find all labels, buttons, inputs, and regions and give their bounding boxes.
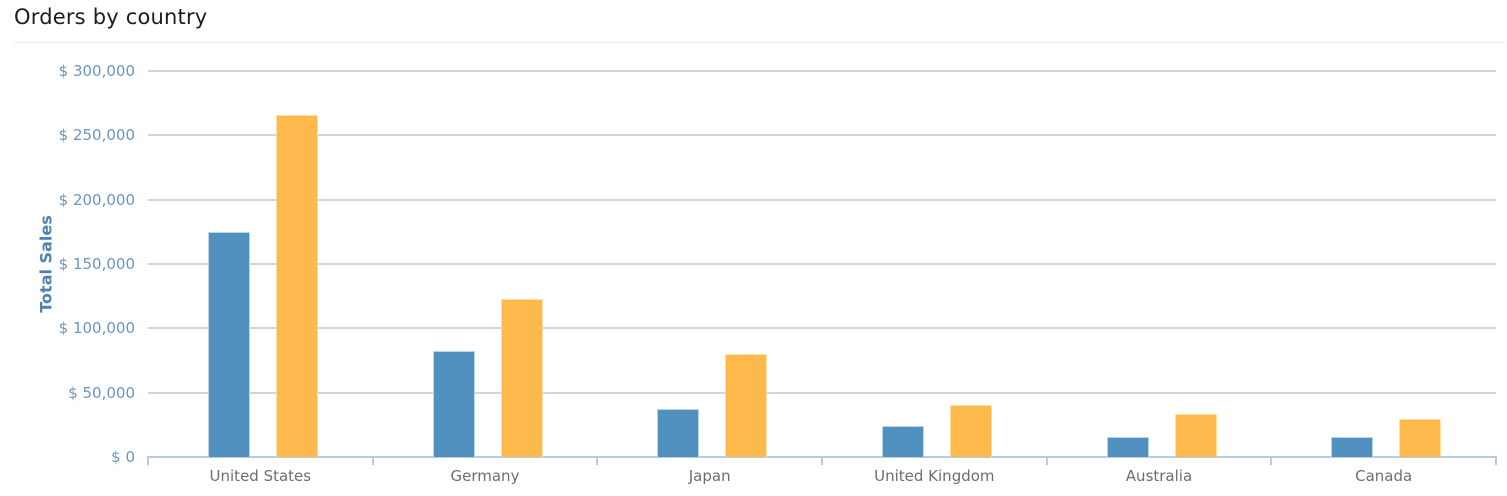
x-axis-tick [147,456,149,465]
chart-header: Orders by country [0,0,1507,42]
y-gridline [148,391,1496,394]
bar-series-orange-japan[interactable] [725,354,768,457]
bar-series-orange-australia[interactable] [1174,414,1217,457]
x-axis-tick [596,456,599,465]
y-tick-label: $ 200,000 [58,190,135,209]
bar-series-orange-united-states[interactable] [276,115,318,457]
y-gridline [148,198,1496,201]
bar-series-orange-germany[interactable] [500,299,543,457]
x-category-label-canada: Canada [1355,467,1413,485]
x-category-label-germany: Germany [450,467,520,485]
bar-series-orange-united-kingdom[interactable] [950,405,992,457]
bar-series-orange-canada[interactable] [1399,419,1442,457]
bar-series-blue-canada[interactable] [1331,437,1374,457]
x-axis-tick [371,456,374,465]
y-tick-label: $ 0 [111,448,135,466]
x-category-label-japan: Japan [688,467,731,485]
bar-series-blue-united-states[interactable] [208,232,250,457]
y-tick-label: $ 300,000 [58,62,135,80]
x-category-label-united-states: United States [209,467,312,485]
x-axis-tick [1495,456,1497,465]
header-divider [14,42,1505,43]
bar-series-blue-germany[interactable] [432,351,475,457]
y-tick-label: $ 150,000 [58,255,135,273]
y-gridline [148,263,1496,265]
x-axis-tick [1270,456,1273,465]
y-tick-label: $ 100,000 [58,319,135,338]
y-tick-label: $ 250,000 [58,126,135,145]
y-tick-label: $ 50,000 [68,383,135,402]
page-title: Orders by country [14,5,208,29]
x-category-label-australia: Australia [1125,467,1193,485]
y-gridline [148,327,1496,330]
x-category-label-united-kingdom: United Kingdom [874,467,995,485]
y-gridline [148,134,1496,137]
x-axis-tick [1045,456,1048,465]
bar-series-blue-japan[interactable] [657,409,700,457]
bar-series-blue-australia[interactable] [1106,437,1149,457]
x-axis-tick [821,456,823,465]
y-gridline [148,70,1496,72]
bar-series-blue-united-kingdom[interactable] [882,426,924,457]
